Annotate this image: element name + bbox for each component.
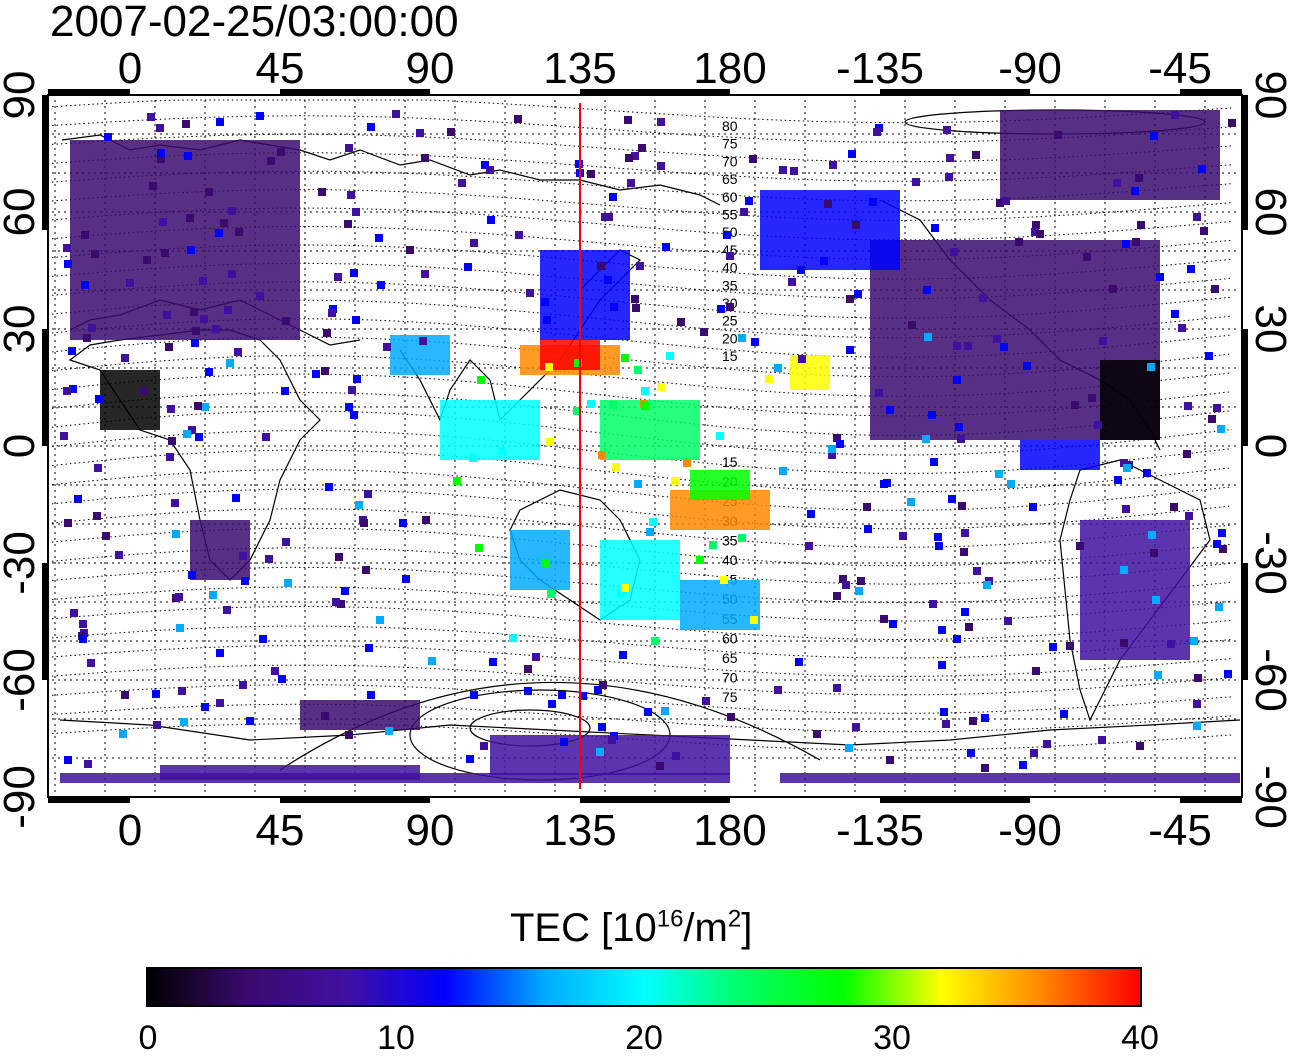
right-latitude-label: -30 [1246,531,1292,595]
bottom-longitude-label: 90 [406,806,455,855]
right-latitude-label: 90 [1246,71,1292,120]
contour-label: 20 [722,330,738,346]
contour-label: 35 [722,532,738,548]
top-longitude-label: -90 [998,44,1062,93]
contour-label: 25 [722,313,738,329]
tec-map: 8075706560555045403530252015152025303540… [0,44,1292,855]
contour-label: 55 [722,207,738,223]
colorbar-tick-label: 0 [138,1019,158,1057]
frame-scale-bars [42,89,1248,803]
map-title: 2007-02-25/03:00:00 [50,0,459,46]
right-latitude-label: -90 [1246,765,1292,829]
bottom-longitude-label: 180 [693,806,766,855]
bottom-longitude-label: 135 [543,806,616,855]
right-latitude-label: 60 [1246,188,1292,237]
contour-label: 40 [722,552,738,568]
top-longitude-label: -45 [1148,44,1212,93]
bottom-longitude-label: -90 [998,806,1062,855]
contour-label: 75 [722,136,738,152]
top-longitude-label: 0 [118,44,142,93]
colorbar-tick-label: 40 [1121,1019,1159,1057]
top-longitude-label: 135 [543,44,616,93]
contour-label: 65 [722,650,738,666]
contour-label: 60 [722,189,738,205]
right-latitude-label: 30 [1246,305,1292,354]
left-latitude-label: -30 [0,531,44,595]
left-latitude-label: -60 [0,648,44,712]
contour-label: 15 [722,454,738,470]
left-latitude-label: -90 [0,765,44,829]
colorbar-tick-label: 10 [377,1019,415,1057]
contour-label: 70 [722,153,738,169]
colorbar-tick-label: 20 [625,1019,663,1057]
contour-label: 60 [722,630,738,646]
tec-data-patches [60,110,1240,783]
axis-tick-labels: 0 45 90 135 180 -135 -90 -450 45 90 135 180 -135 -90-… [0,44,1292,855]
right-latitude-label: -60 [1246,648,1292,712]
contour-label: 70 [722,670,738,686]
contour-label: 15 [722,348,738,364]
contour-label: 40 [722,260,738,276]
top-longitude-label: 180 [693,44,766,93]
left-latitude-label: 60 [0,188,44,237]
bottom-longitude-label: -45 [1148,806,1212,855]
contour-label: 35 [722,277,738,293]
bottom-longitude-label: -135 [836,806,924,855]
contour-label: 65 [722,171,738,187]
top-longitude-label: 90 [406,44,455,93]
bottom-longitude-label: 0 [118,806,142,855]
left-latitude-label: 0 [0,434,44,458]
colorbar [146,967,1142,1007]
left-latitude-label: 90 [0,71,44,120]
contour-label: 80 [722,118,738,134]
left-latitude-label: 30 [0,305,44,354]
right-latitude-label: 0 [1246,434,1292,458]
contour-label: 75 [722,689,738,705]
bottom-longitude-label: 45 [256,806,305,855]
top-longitude-label: -135 [836,44,924,93]
colorbar-tick-label: 30 [873,1019,911,1057]
colorbar-title: TEC [1016/m2] [510,905,753,950]
top-longitude-label: 45 [256,44,305,93]
